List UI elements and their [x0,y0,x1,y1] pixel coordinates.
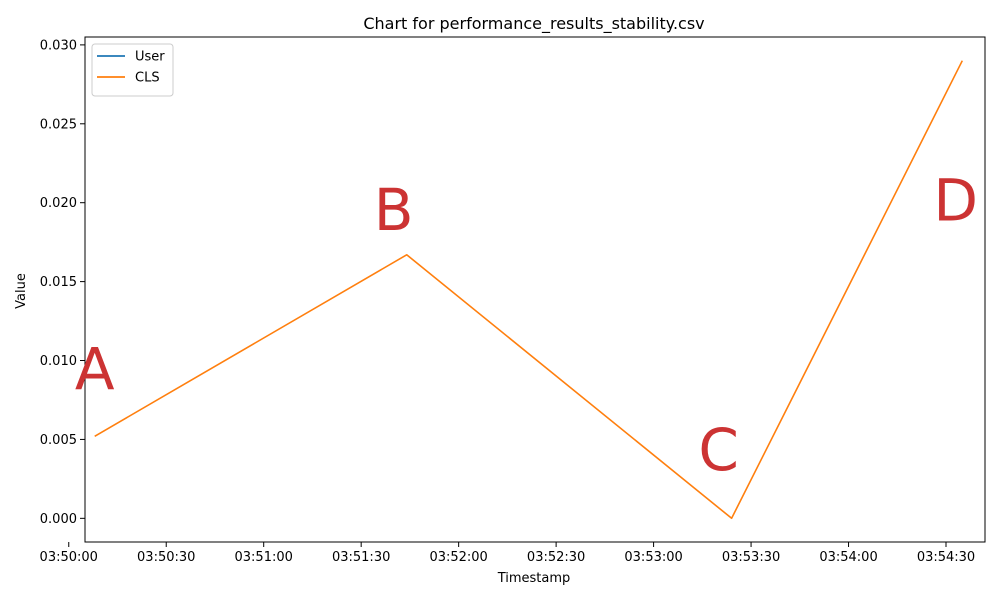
annotation-label-d: D [933,167,978,235]
y-tick-label: 0.015 [40,275,77,290]
y-tick-label: 0.025 [40,117,77,132]
x-tick-label: 03:51:00 [235,550,293,565]
y-tick-label: 0.020 [40,196,77,211]
chart-title: Chart for performance_results_stability.… [363,14,704,34]
y-tick-label: 0.010 [40,354,77,369]
legend-box [91,43,174,97]
x-tick-label: 03:52:30 [527,550,585,565]
x-tick-label: 03:54:30 [917,550,975,565]
x-tick-label: 03:54:00 [819,550,877,565]
y-tick-label: 0.030 [40,38,77,53]
annotation-label-c: C [698,416,739,484]
x-tick-label: 03:53:00 [624,550,682,565]
x-axis-label: Timestamp [497,571,571,586]
x-tick-label: 03:51:30 [332,550,390,565]
annotation-label-a: A [75,336,115,404]
y-tick-label: 0.005 [40,433,77,448]
series-line-cls [94,60,964,520]
x-tick-label: 03:50:30 [137,550,195,565]
x-tick-label: 03:50:00 [40,550,98,565]
plot-frame [84,36,986,543]
legend-label-user: User [135,50,165,65]
y-tick-label: 0.000 [40,512,77,527]
x-tick-label: 03:52:00 [429,550,487,565]
y-axis-label: Value [14,273,29,309]
legend-label-cls: CLS [135,71,160,86]
x-tick-label: 03:53:30 [722,550,780,565]
annotation-label-b: B [374,176,414,244]
